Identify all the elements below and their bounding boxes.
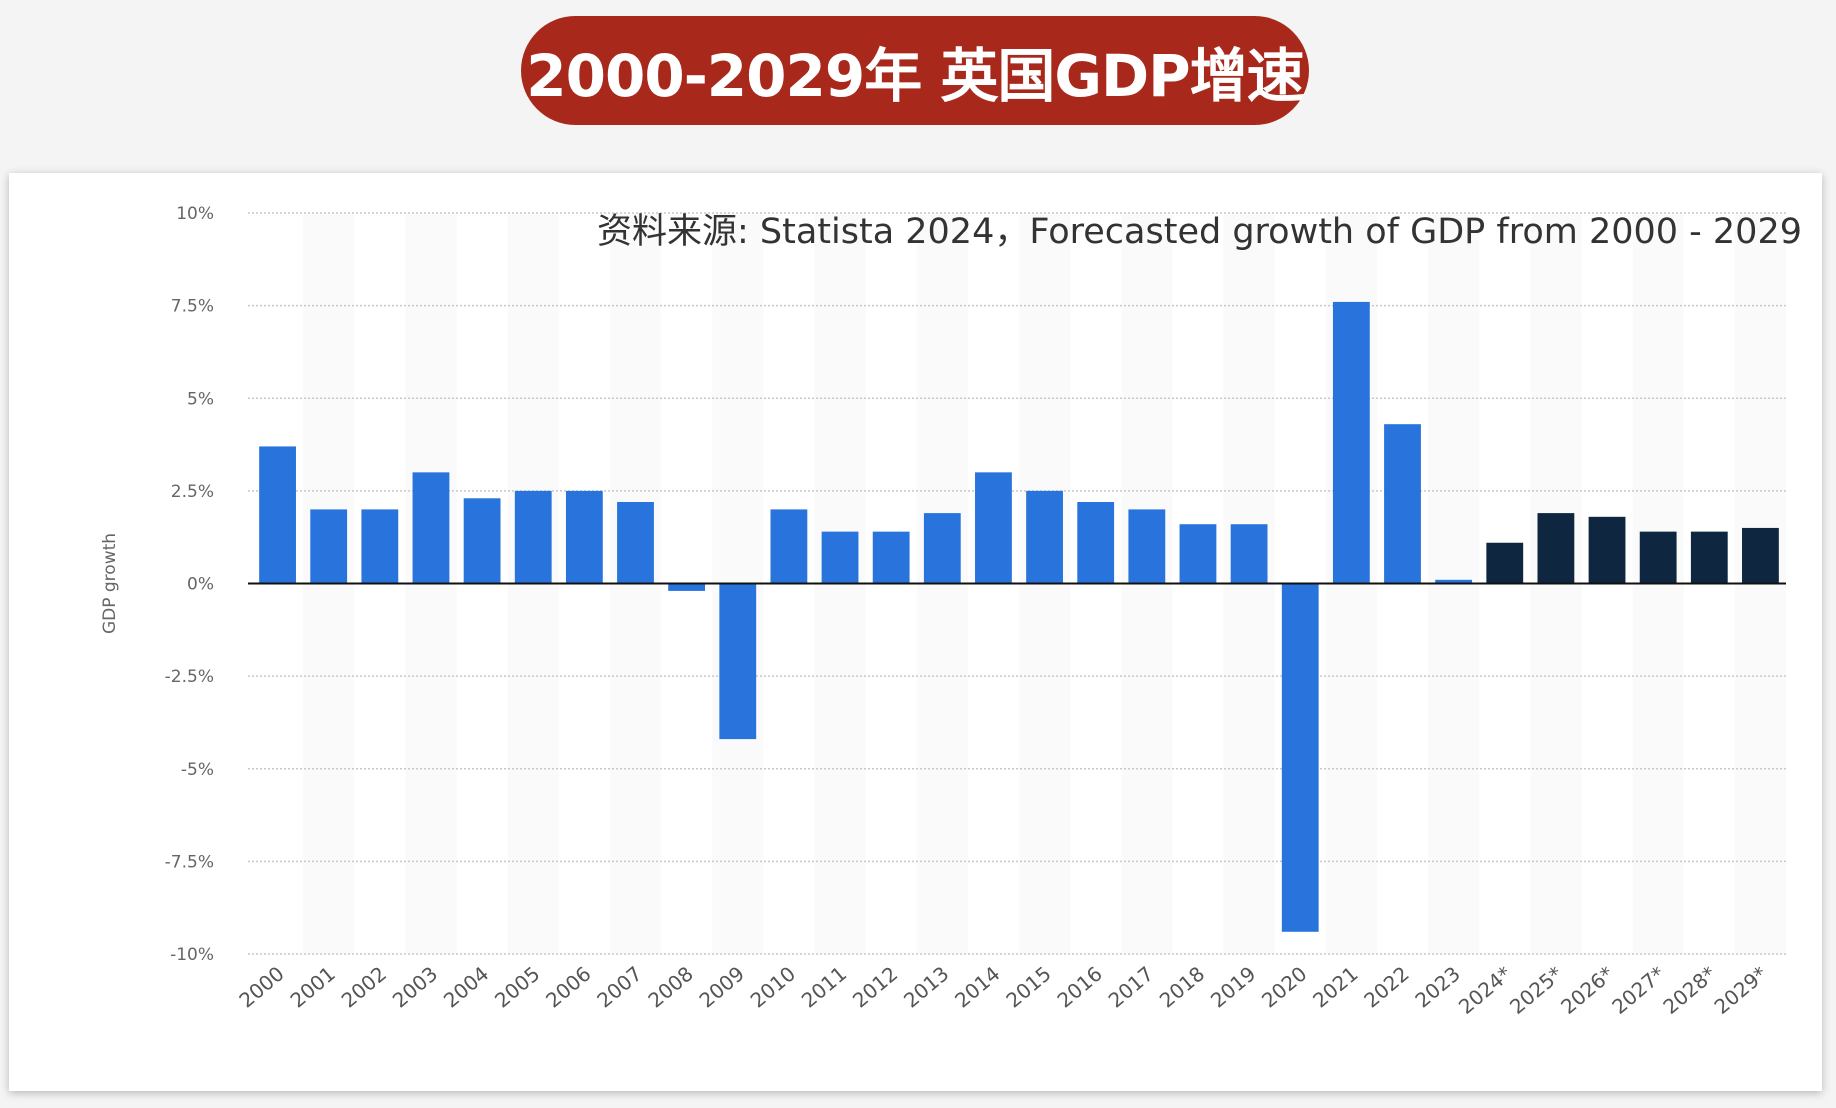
bar	[770, 509, 808, 584]
bar	[1077, 501, 1115, 584]
x-tick-label: 2002	[337, 961, 391, 1012]
x-tick-label: 2021	[1308, 961, 1362, 1012]
bar	[514, 490, 552, 584]
bar	[463, 498, 501, 584]
x-tick-label: 2020	[1257, 961, 1311, 1012]
bar	[259, 446, 296, 584]
x-tick-label: 2015	[1001, 961, 1055, 1012]
x-tick-label: 2006	[541, 961, 595, 1012]
bar	[975, 472, 1012, 584]
bar	[1690, 531, 1728, 584]
page-title: 2000-2029年 英国GDP增速	[526, 41, 1304, 110]
x-tick-label: 2005	[490, 961, 544, 1012]
bar	[310, 509, 348, 584]
y-tick-label: -2.5%	[165, 667, 214, 687]
x-tick-label: 2027*	[1607, 961, 1669, 1019]
bar	[1230, 524, 1268, 584]
x-tick-label: 2007	[592, 961, 646, 1012]
bar	[1537, 513, 1575, 584]
x-tick-label: 2026*	[1556, 961, 1618, 1019]
x-tick-label: 2024*	[1454, 961, 1516, 1019]
x-tick-label: 2014	[950, 961, 1004, 1012]
x-tick-label: 2019	[1206, 961, 1260, 1012]
y-tick-label: 2.5%	[171, 482, 214, 502]
x-tick-label: 2025*	[1505, 961, 1567, 1019]
bar	[872, 531, 910, 584]
source-note: 资料来源: Statista 2024，Forecasted growth of…	[596, 212, 1802, 252]
y-tick-label: 7.5%	[171, 297, 214, 317]
bar	[361, 509, 399, 584]
chart-title-banner: 2000-2029年 英国GDP增速	[521, 16, 1309, 125]
x-tick-label: 2017	[1104, 961, 1158, 1012]
bar	[1026, 490, 1063, 584]
x-tick-label: 2009	[695, 961, 749, 1012]
bar	[1435, 579, 1473, 584]
bar	[1281, 583, 1319, 932]
bar	[1639, 531, 1677, 584]
bar	[617, 501, 654, 584]
x-tick-label: 2029*	[1710, 961, 1772, 1019]
x-tick-label: 2016	[1052, 961, 1106, 1012]
y-axis-label: GDP growth	[100, 533, 120, 634]
y-tick-label: -5%	[181, 760, 214, 780]
x-tick-label: 2001	[285, 961, 339, 1012]
bar	[1128, 509, 1166, 584]
bar	[1179, 524, 1217, 584]
x-tick-label: 2012	[848, 961, 902, 1012]
bar	[412, 472, 450, 584]
y-tick-label: 5%	[187, 389, 214, 409]
x-tick-label: 2000	[234, 961, 288, 1012]
bar	[719, 583, 757, 740]
bar	[1742, 527, 1779, 584]
bar	[1332, 301, 1370, 584]
x-tick-label: 2022	[1359, 961, 1413, 1012]
x-tick-label: 2010	[746, 961, 800, 1012]
x-tick-label: 2028*	[1658, 961, 1720, 1019]
bar	[923, 513, 961, 584]
x-tick-label: 2011	[797, 961, 851, 1012]
y-tick-label: 0%	[187, 575, 214, 595]
bar	[1384, 424, 1421, 584]
y-tick-label: 10%	[176, 204, 214, 224]
x-tick-label: 2004	[439, 961, 493, 1012]
bar	[1486, 542, 1524, 584]
x-tick-label: 2003	[388, 961, 442, 1012]
bar-chart: 10% 7.5% 5% 2.5% 0% -2.5% -5% -7.5% -10% 20002001…	[100, 204, 1786, 1019]
bar	[821, 531, 859, 584]
chart-card: 10% 7.5% 5% 2.5% 0% -2.5% -5% -7.5% -10% 2000 2001…	[9, 173, 1822, 1091]
bar	[565, 490, 603, 584]
bar	[1588, 516, 1626, 584]
x-tick-label: 2018	[1155, 961, 1209, 1012]
y-tick-label: -10%	[170, 945, 214, 965]
y-tick-label: -7.5%	[165, 852, 214, 872]
bar	[668, 583, 706, 591]
x-tick-label: 2013	[899, 961, 953, 1012]
x-tick-label: 2008	[643, 961, 697, 1012]
